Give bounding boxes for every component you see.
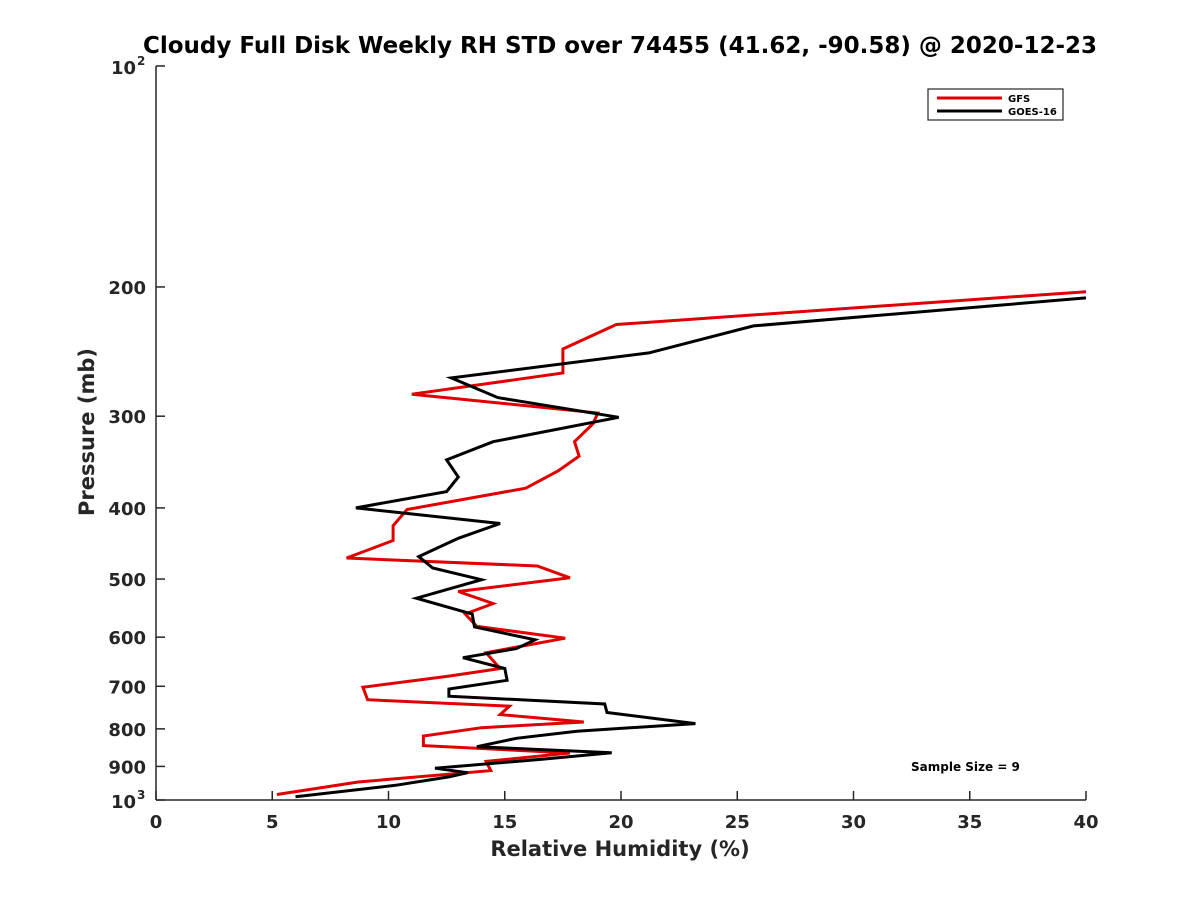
legend-label: GFS [1008,94,1030,105]
y-tick-label: 500 [108,570,146,591]
chart-title: Cloudy Full Disk Weekly RH STD over 7445… [143,33,1097,59]
y-tick-label-top-exponent: 2 [137,54,145,68]
y-tick-label: 700 [108,677,146,698]
x-tick-label: 20 [608,812,633,833]
y-tick-label: 200 [108,278,146,299]
x-tick-label: 10 [376,812,401,833]
series-line-goes-16 [295,296,1087,799]
plot-axes: 0 5 10 15 20 25 30 35 40 200 300 400 500 600 700 800 900… [108,54,1098,833]
x-tick-label: 5 [266,812,279,833]
y-tick-label: 800 [108,720,146,741]
x-tick-label: 15 [492,812,517,833]
x-tick-label: 25 [725,812,750,833]
y-tick-label: 900 [108,757,146,778]
y-axis-label: Pressure (mb) [75,348,99,516]
y-tick-label-top: 10 [111,58,136,79]
x-tick-label: 35 [957,812,982,833]
x-tick-label: 40 [1073,812,1098,833]
x-tick-label: 0 [150,812,163,833]
series-layer [276,290,1087,799]
y-tick-label-bottom: 10 [111,792,136,813]
sample-size-annotation: Sample Size = 9 [911,760,1020,774]
x-tick-label: 30 [841,812,866,833]
x-axis-label: Relative Humidity (%) [490,837,749,861]
y-tick-label: 300 [108,407,146,428]
legend-box [927,88,1064,121]
legend: GFS GOES-16 [927,88,1064,121]
y-tick-label: 600 [108,628,146,649]
y-tick-label-bottom-exponent: 3 [137,788,145,802]
y-tick-label: 400 [108,499,146,520]
series-line-gfs [276,290,1087,796]
legend-label: GOES-16 [1008,107,1057,118]
